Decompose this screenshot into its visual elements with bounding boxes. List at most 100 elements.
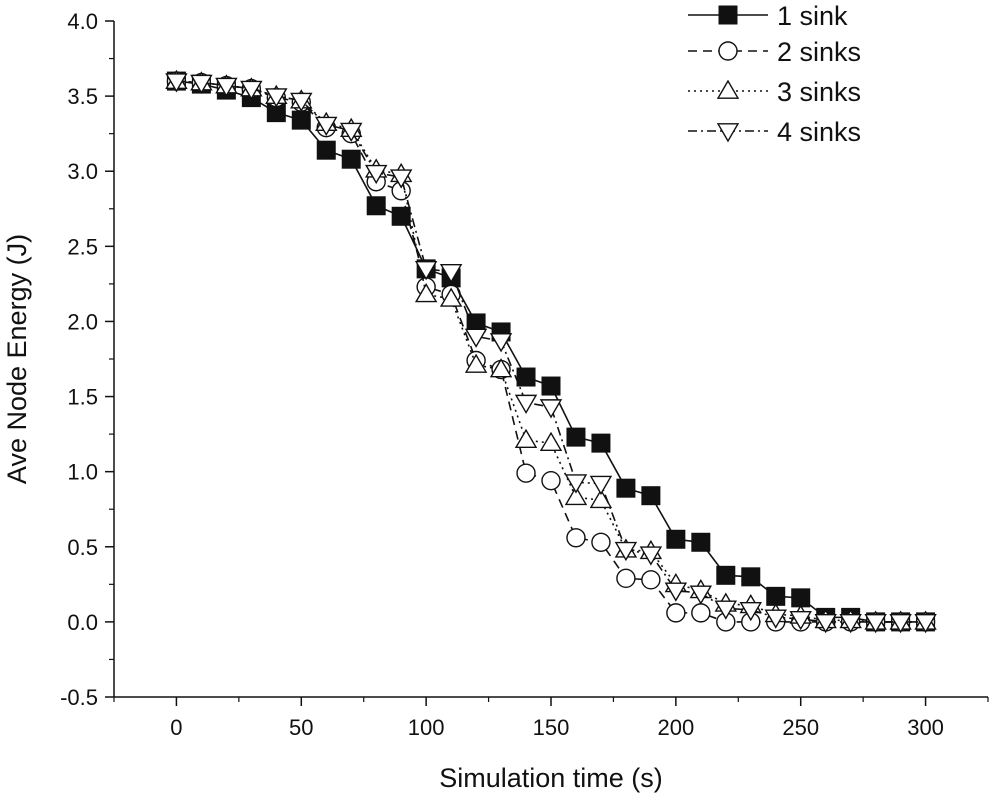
y-tick-label: -0.5: [60, 685, 98, 710]
data-point: [691, 532, 711, 552]
data-point: [514, 428, 538, 449]
data-point: [589, 475, 613, 496]
data-point: [564, 485, 588, 506]
data-point: [539, 399, 563, 419]
y-tick-label: 2.5: [67, 234, 98, 259]
data-point: [864, 613, 887, 634]
legend-marker: [718, 41, 738, 61]
data-point: [414, 260, 438, 281]
series-3: [165, 69, 937, 630]
x-tick-label: 250: [782, 715, 819, 740]
data-point: [591, 532, 611, 552]
data-point: [689, 585, 713, 605]
data-point: [414, 283, 438, 303]
data-point: [366, 196, 386, 216]
data-point: [889, 613, 912, 634]
data-point: [914, 613, 937, 634]
data-point: [641, 486, 661, 506]
data-point: [639, 546, 663, 566]
data-point: [764, 609, 787, 629]
data-point: [464, 328, 488, 348]
data-point: [516, 463, 536, 483]
legend-label: 4 sinks: [777, 117, 861, 147]
data-point: [265, 88, 288, 108]
data-point: [389, 169, 413, 189]
series-1: [166, 71, 936, 632]
data-point: [541, 376, 561, 396]
data-point: [165, 73, 188, 93]
x-tick-label: 300: [907, 715, 944, 740]
data-point: [316, 140, 336, 160]
data-point: [541, 470, 561, 491]
legend-marker: [718, 5, 738, 25]
data-point: [791, 588, 811, 608]
y-tick-label: 0.0: [67, 610, 98, 635]
series-line: [176, 80, 926, 623]
series-2: [166, 71, 936, 632]
data-point: [364, 164, 388, 185]
data-point: [666, 529, 686, 549]
data-point: [514, 394, 538, 414]
data-point: [641, 570, 661, 590]
series-line: [176, 80, 926, 623]
data-point: [489, 333, 513, 353]
data-point: [391, 206, 411, 226]
data-point: [789, 610, 812, 631]
y-tick-label: 1.5: [67, 385, 98, 410]
data-point: [766, 586, 786, 606]
x-tick-label: 200: [657, 715, 694, 740]
series-layer: [165, 69, 937, 634]
data-point: [614, 541, 638, 562]
data-point: [814, 613, 837, 634]
data-point: [564, 474, 588, 494]
legend: 1 sink 2 sinks 3 sinks 4 sinks: [688, 1, 861, 147]
series-line: [176, 80, 926, 623]
legend-label: 1 sink: [777, 1, 848, 31]
data-point: [464, 353, 488, 373]
data-point: [616, 568, 636, 589]
y-tick-label: 2.0: [67, 309, 98, 334]
data-point: [666, 603, 686, 623]
x-tick-label: 0: [170, 715, 182, 740]
data-point: [741, 567, 761, 587]
legend-marker: [716, 123, 740, 143]
y-tick-label: 0.5: [67, 535, 98, 560]
data-point: [839, 613, 862, 634]
series-4: [165, 73, 937, 634]
data-point: [616, 478, 636, 498]
data-point: [664, 582, 688, 602]
data-point: [539, 431, 563, 452]
data-point: [290, 92, 313, 113]
data-point: [439, 263, 463, 284]
data-point: [190, 74, 213, 94]
data-point: [291, 110, 311, 130]
y-tick-label: 3.5: [67, 84, 98, 109]
data-point: [716, 565, 736, 585]
y-axis-title: Ave Node Energy (J): [2, 234, 32, 484]
data-point: [215, 77, 238, 97]
x-tick-label: 100: [408, 715, 445, 740]
y-tick-label: 3.0: [67, 159, 98, 184]
y-tick-label: 1.0: [67, 460, 98, 485]
data-point: [566, 528, 586, 548]
legend-label: 2 sinks: [777, 37, 861, 67]
legend-marker: [716, 79, 740, 99]
data-point: [315, 116, 338, 137]
data-point: [691, 603, 711, 623]
data-point: [439, 287, 463, 307]
series-line: [176, 80, 926, 623]
data-point: [591, 433, 611, 453]
data-point: [341, 149, 361, 169]
x-axis-title: Simulation time (s): [439, 763, 663, 793]
axes: 0 50 100 150 200 250 300 -0.5 0.0 0.5 1.0 1.5 2.0 2.5…: [60, 9, 989, 740]
x-tick-label: 50: [289, 715, 313, 740]
data-point: [516, 367, 536, 387]
data-point: [489, 358, 513, 378]
x-tick-label: 150: [533, 715, 570, 740]
data-point: [340, 122, 363, 143]
data-point: [240, 80, 263, 100]
data-point: [739, 601, 762, 622]
legend-label: 3 sinks: [777, 77, 861, 107]
y-tick-label: 4.0: [67, 9, 98, 34]
